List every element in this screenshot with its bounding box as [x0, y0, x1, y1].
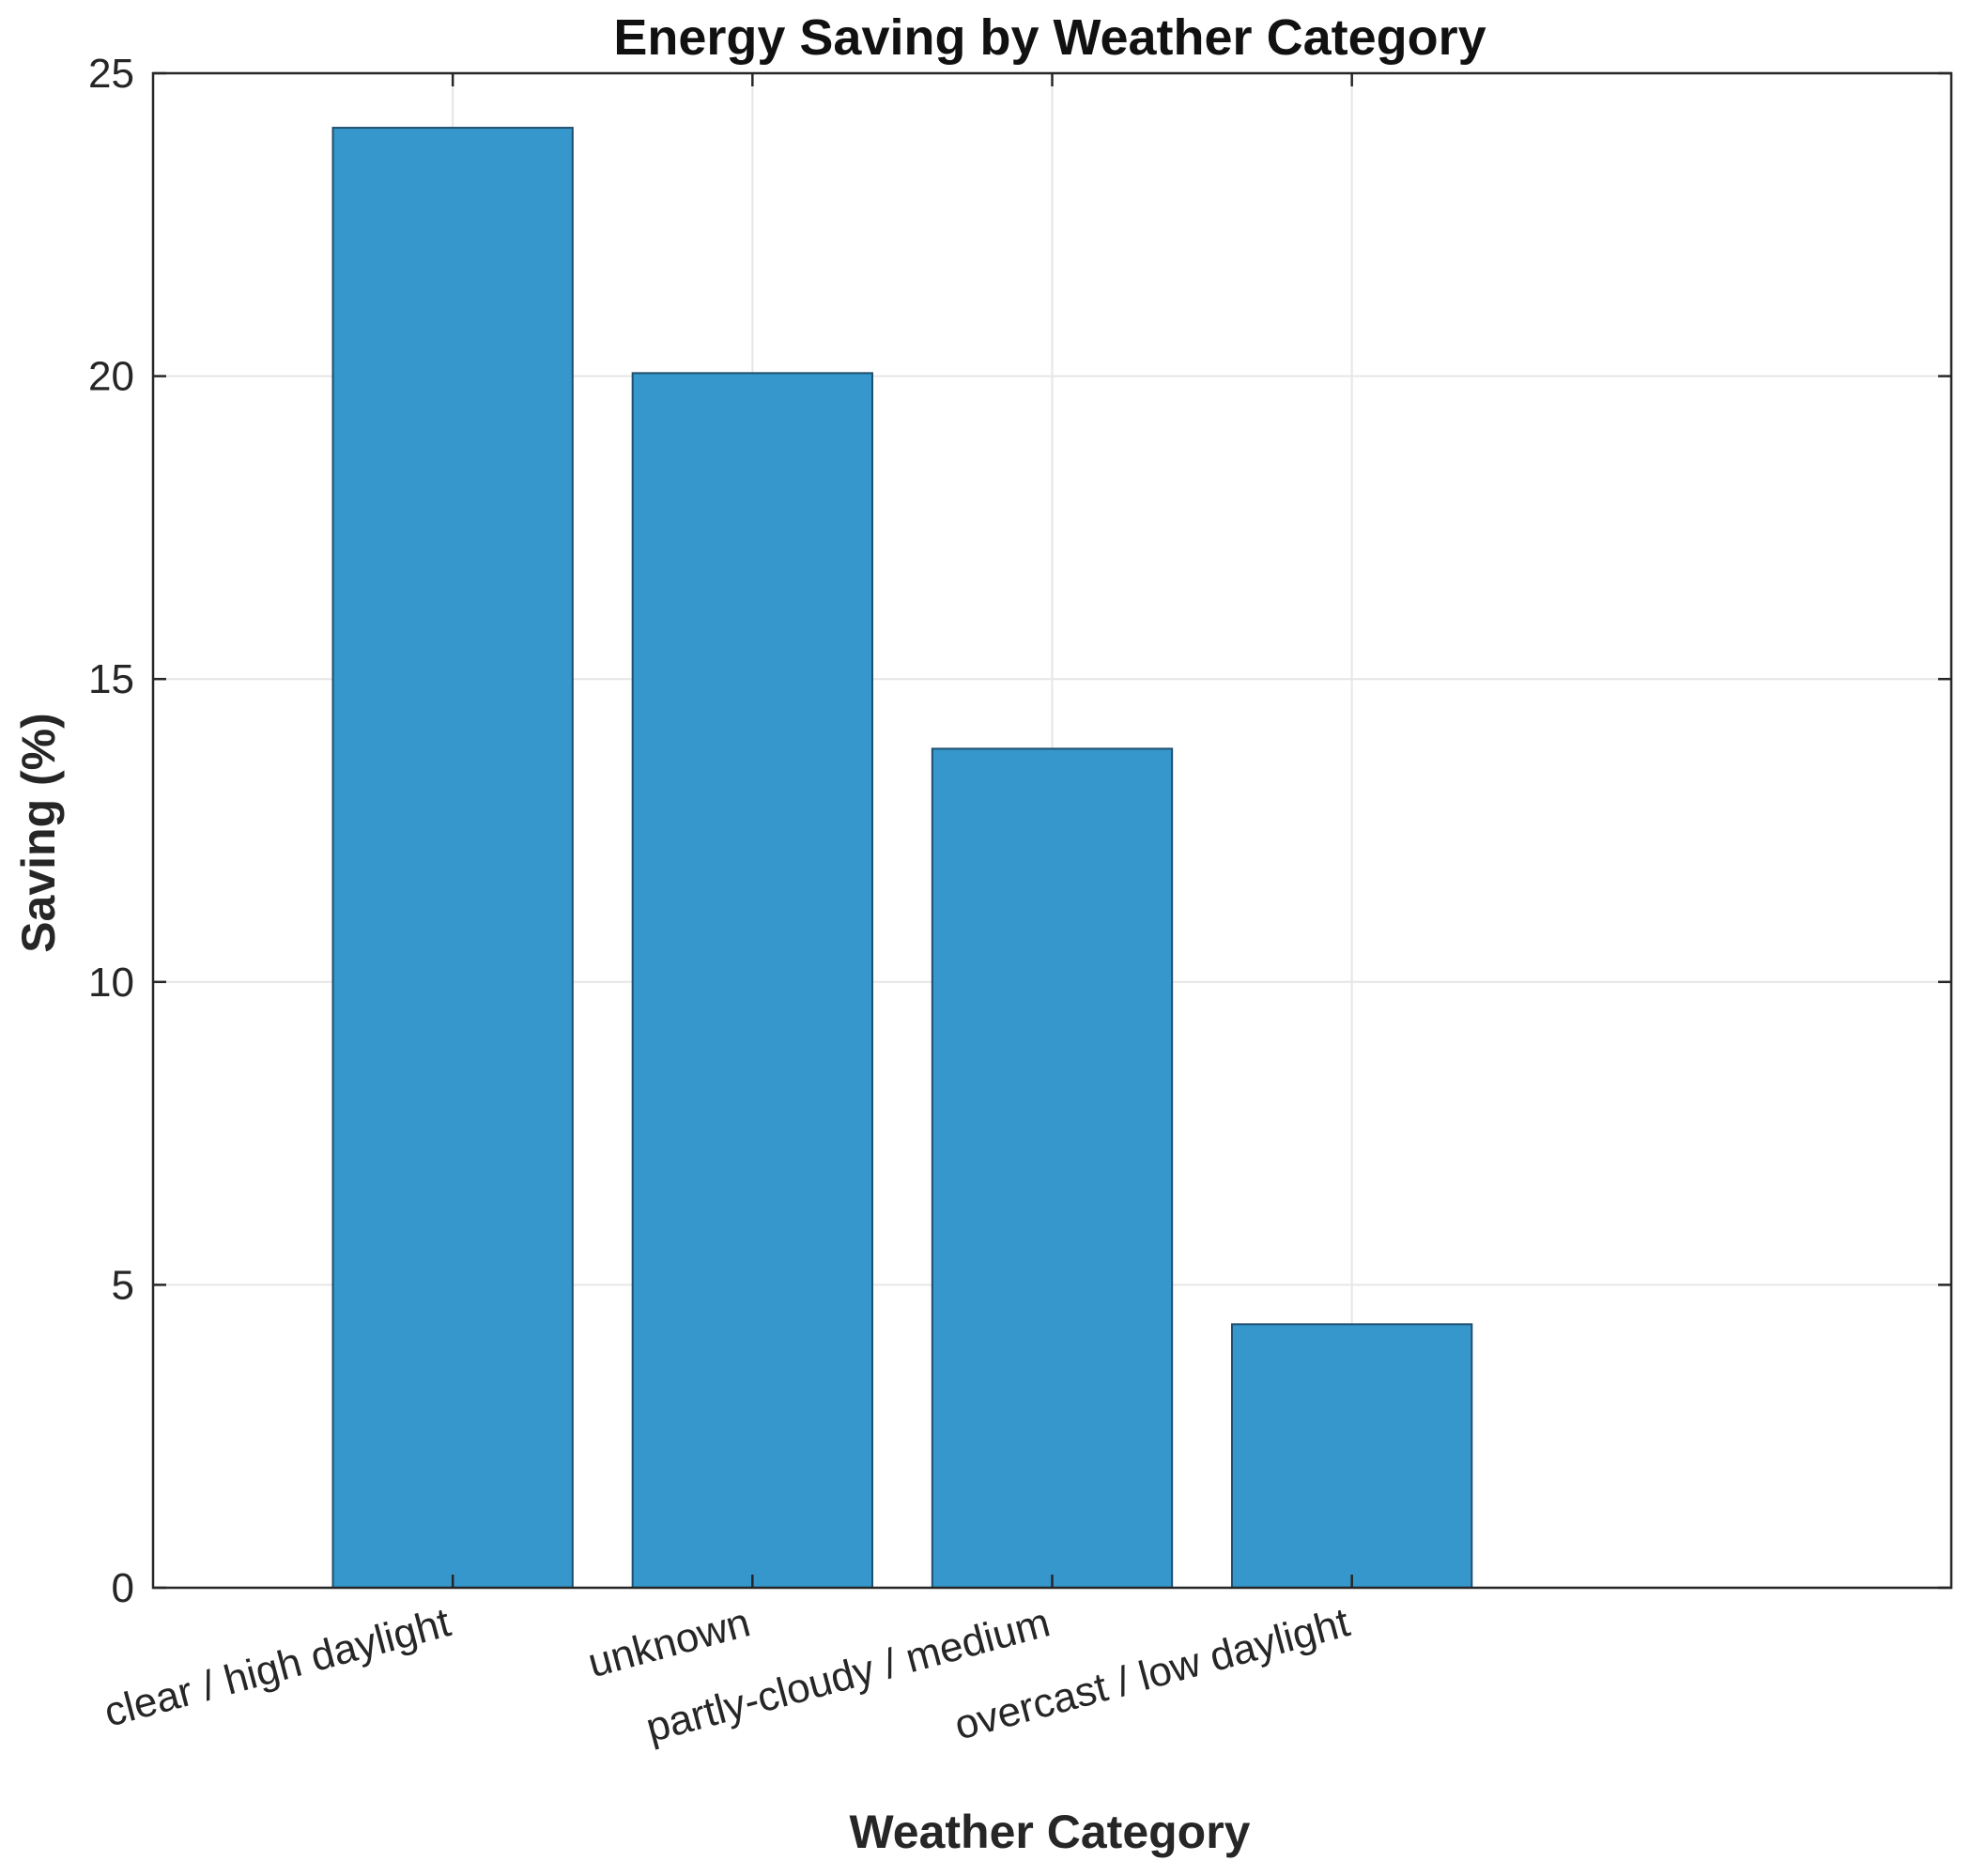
y-tick-label: 10 — [88, 960, 134, 1006]
chart-title: Energy Saving by Weather Category — [613, 9, 1486, 66]
bar — [931, 747, 1174, 1589]
y-tick-label: 0 — [112, 1565, 134, 1611]
bar — [331, 127, 574, 1589]
y-tick-label: 25 — [88, 51, 134, 97]
y-tick-label: 20 — [88, 354, 134, 400]
bar — [1231, 1323, 1473, 1589]
y-tick-label: 5 — [112, 1262, 134, 1308]
ticks — [153, 71, 1951, 1590]
y-tick-label: 15 — [88, 656, 134, 702]
bars — [331, 127, 1473, 1589]
bar — [631, 372, 874, 1589]
y-axis-label: Saving (%) — [12, 713, 65, 953]
x-axis-label: Weather Category — [850, 1806, 1251, 1858]
